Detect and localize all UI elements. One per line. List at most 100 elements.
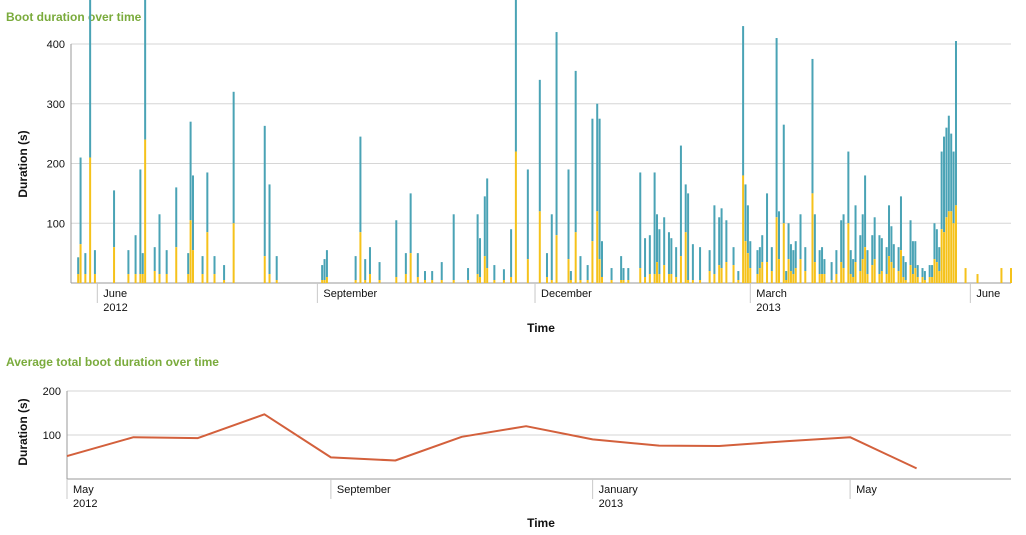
bar-segment-top (378, 262, 381, 281)
bar-segment-base (653, 274, 656, 283)
bar-segment-top (223, 265, 226, 281)
bar-segment-base (792, 274, 795, 283)
bar-segment-top (864, 175, 867, 248)
x-tick-label: September (337, 484, 391, 496)
bar-segment-top (175, 187, 178, 248)
bar-segment-base (467, 280, 470, 283)
bar-segment-base (275, 280, 278, 283)
y-tick-label: 100 (47, 218, 65, 230)
bar-segment-top (84, 253, 87, 275)
bar-segment-top (909, 220, 912, 266)
bar-segment-base (113, 247, 116, 283)
bar-segment-base (933, 259, 936, 283)
y-tick-label: 200 (43, 386, 61, 398)
bar-segment-top (691, 244, 694, 281)
bar-segment-base (699, 280, 702, 283)
bar-segment-top (859, 235, 862, 272)
bar-segment-base (89, 157, 92, 283)
bar-segment-base (555, 235, 558, 283)
bar-segment-top (899, 196, 902, 251)
bar-segment-top (423, 271, 426, 281)
bar-segment-base (323, 280, 326, 283)
bar-segment-top (658, 229, 661, 275)
bar-segment-top (921, 268, 924, 278)
bar-segment-base (153, 271, 156, 283)
bar-segment-base (746, 253, 749, 283)
bar-segment-base (931, 277, 934, 283)
bar-segment-top (835, 250, 838, 275)
bar-segment-top (201, 256, 204, 275)
x-tick-label: June (103, 288, 127, 300)
bar-segment-top (431, 271, 434, 281)
bar-segment-base (175, 247, 178, 283)
bar-segment-base (416, 277, 419, 283)
bar-segment-base (622, 280, 625, 283)
bar-segment-base (840, 262, 843, 283)
bar-segment-top (888, 205, 891, 257)
bar-segment-top (187, 253, 190, 275)
bar-segment-top (880, 238, 883, 272)
bar-segment-base (675, 277, 678, 283)
bar-segment-top (189, 121, 192, 221)
bar-segment-top (785, 271, 788, 281)
bar-segment-top (359, 136, 362, 233)
bar-segment-base (732, 265, 735, 283)
bar-segment-base (916, 277, 919, 283)
bar-segment-base (794, 268, 797, 283)
y-axis-title: Duration (s) (16, 398, 30, 465)
bar-segment-top (416, 253, 419, 278)
chart1-title: Boot duration over time (6, 10, 142, 24)
bar-segment-top (395, 220, 398, 278)
bar-segment-top (818, 250, 821, 275)
bar-segment-top (610, 268, 613, 281)
bar-segment-top (744, 184, 747, 242)
bar-segment-base (909, 265, 912, 283)
bar-segment-base (567, 259, 570, 283)
bar-segment-base (486, 268, 489, 283)
bar-segment-top (770, 247, 773, 272)
bar-segment-base (928, 277, 931, 283)
bar-segment-base (325, 277, 328, 283)
bar-segment-base (854, 262, 857, 283)
bar-segment-base (368, 274, 371, 283)
bar-segment-base (888, 256, 891, 283)
bar-segment-base (737, 280, 740, 283)
bar-segment-base (821, 274, 824, 283)
bar-segment-top (325, 250, 328, 278)
bar-segment-top (892, 244, 895, 269)
bar-segment-top (954, 41, 957, 206)
bar-segment-base (804, 271, 807, 283)
bar-segment-top (720, 208, 723, 269)
bar-segment-base (656, 262, 659, 283)
bar-segment-top (596, 103, 599, 212)
bar-segment-top (890, 226, 893, 263)
bar-segment-base (873, 259, 876, 283)
bar-segment-top (639, 172, 642, 269)
bar-segment-top (364, 259, 367, 281)
bar-segment-base (880, 271, 883, 283)
bar-segment-base (938, 271, 941, 283)
bar-segment-base (187, 274, 190, 283)
bar-segment-top (840, 220, 843, 263)
bar-segment-top (579, 256, 582, 281)
bar-segment-base (785, 280, 788, 283)
x-tick-label: March (756, 288, 787, 300)
bar-segment-top (804, 247, 807, 272)
bar-segment-top (675, 247, 678, 278)
bar-segment-base (223, 280, 226, 283)
bar-segment-top (354, 256, 357, 281)
bar-segment-base (1010, 268, 1012, 283)
bar-segment-top (663, 217, 666, 266)
bar-segment-base (914, 268, 917, 283)
bar-segment-top (852, 259, 855, 278)
bar-segment-base (897, 271, 900, 283)
bar-segment-base (144, 139, 147, 283)
bar-segment-base (823, 274, 826, 283)
bar-segment-top (620, 256, 623, 281)
x-axis-title: Time (527, 321, 555, 335)
bar-segment-base (842, 268, 845, 283)
bar-segment-base (263, 256, 266, 283)
bar-segment-top (93, 250, 96, 275)
bar-segment-base (945, 217, 948, 283)
bar-segment-base (158, 274, 161, 283)
